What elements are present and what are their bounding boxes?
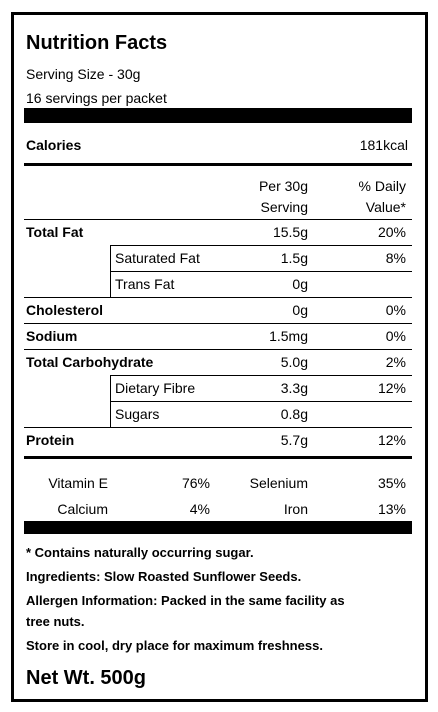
label-border — [11, 12, 428, 702]
row-rule — [110, 271, 111, 297]
nutrient-amount: 1.5mg — [269, 328, 308, 344]
row-rule — [110, 375, 111, 401]
row-rule — [110, 271, 412, 272]
divider — [24, 163, 412, 166]
nutrient-amount: 5.7g — [280, 432, 308, 448]
divider — [24, 456, 412, 459]
net-weight: Net Wt. 500g — [26, 667, 147, 689]
nutrient-label: Cholesterol — [26, 302, 104, 318]
nutrient-amount: 3.3g — [280, 380, 308, 396]
vitamin-name: Vitamin E — [48, 475, 108, 491]
nutrient-label: Dietary Fibre — [115, 380, 196, 396]
nutrient-label: Total Carbohydrate — [26, 354, 154, 370]
column-header: % Daily — [358, 178, 406, 194]
nutrient-label: Protein — [26, 432, 75, 448]
row-rule — [110, 375, 412, 376]
footnote: Ingredients: Slow Roasted Sunflower Seed… — [26, 569, 302, 584]
calories-label: Calories — [26, 137, 82, 153]
column-header: Serving — [260, 199, 308, 215]
column-header: Value* — [365, 199, 406, 215]
nutrient-label: Saturated Fat — [115, 250, 200, 266]
nutrient-daily: 12% — [377, 432, 406, 448]
vitamin-name: Iron — [283, 501, 308, 517]
row-rule — [110, 245, 111, 271]
divider — [24, 219, 412, 220]
row-rule — [24, 349, 412, 350]
column-header: Per 30g — [258, 178, 308, 194]
divider — [24, 108, 412, 123]
footnote: * Contains naturally occurring sugar. — [26, 545, 254, 560]
row-rule — [24, 297, 412, 298]
footnote: Store in cool, dry place for maximum fre… — [26, 638, 323, 653]
divider — [24, 521, 412, 534]
row-rule — [110, 245, 412, 246]
nutrient-label: Trans Fat — [115, 276, 175, 292]
title: Nutrition Facts — [26, 32, 168, 54]
nutrient-daily: 20% — [377, 224, 406, 240]
nutrient-daily: 12% — [377, 380, 406, 396]
calories-value: 181kcal — [359, 137, 408, 153]
servings: 16 servings per packet — [26, 90, 167, 106]
vitamin-value: 35% — [377, 475, 406, 491]
nutrient-amount: 0g — [292, 302, 308, 318]
vitamin-name: Selenium — [249, 475, 308, 491]
vitamin-name: Calcium — [57, 501, 108, 517]
nutrient-amount: 0.8g — [280, 406, 308, 422]
row-rule — [110, 401, 412, 402]
nutrient-daily: 0% — [385, 328, 406, 344]
row-rule — [110, 401, 111, 427]
vitamin-value: 13% — [377, 501, 406, 517]
nutrient-amount: 1.5g — [280, 250, 308, 266]
serving-size: Serving Size - 30g — [26, 66, 141, 82]
nutrient-amount: 0g — [292, 276, 308, 292]
nutrient-label: Sodium — [26, 328, 78, 344]
nutrient-amount: 15.5g — [272, 224, 308, 240]
nutrient-daily: 8% — [385, 250, 406, 266]
nutrient-label: Sugars — [115, 406, 160, 422]
nutrient-daily: 0% — [385, 302, 406, 318]
footnote: Allergen Information: Packed in the same… — [26, 593, 345, 608]
row-rule — [24, 427, 412, 428]
row-rule — [24, 323, 412, 324]
vitamin-value: 76% — [181, 475, 210, 491]
vitamin-value: 4% — [189, 501, 210, 517]
nutrient-daily: 2% — [385, 354, 406, 370]
nutrient-amount: 5.0g — [280, 354, 308, 370]
nutrient-label: Total Fat — [26, 224, 84, 240]
footnote: tree nuts. — [26, 614, 85, 629]
